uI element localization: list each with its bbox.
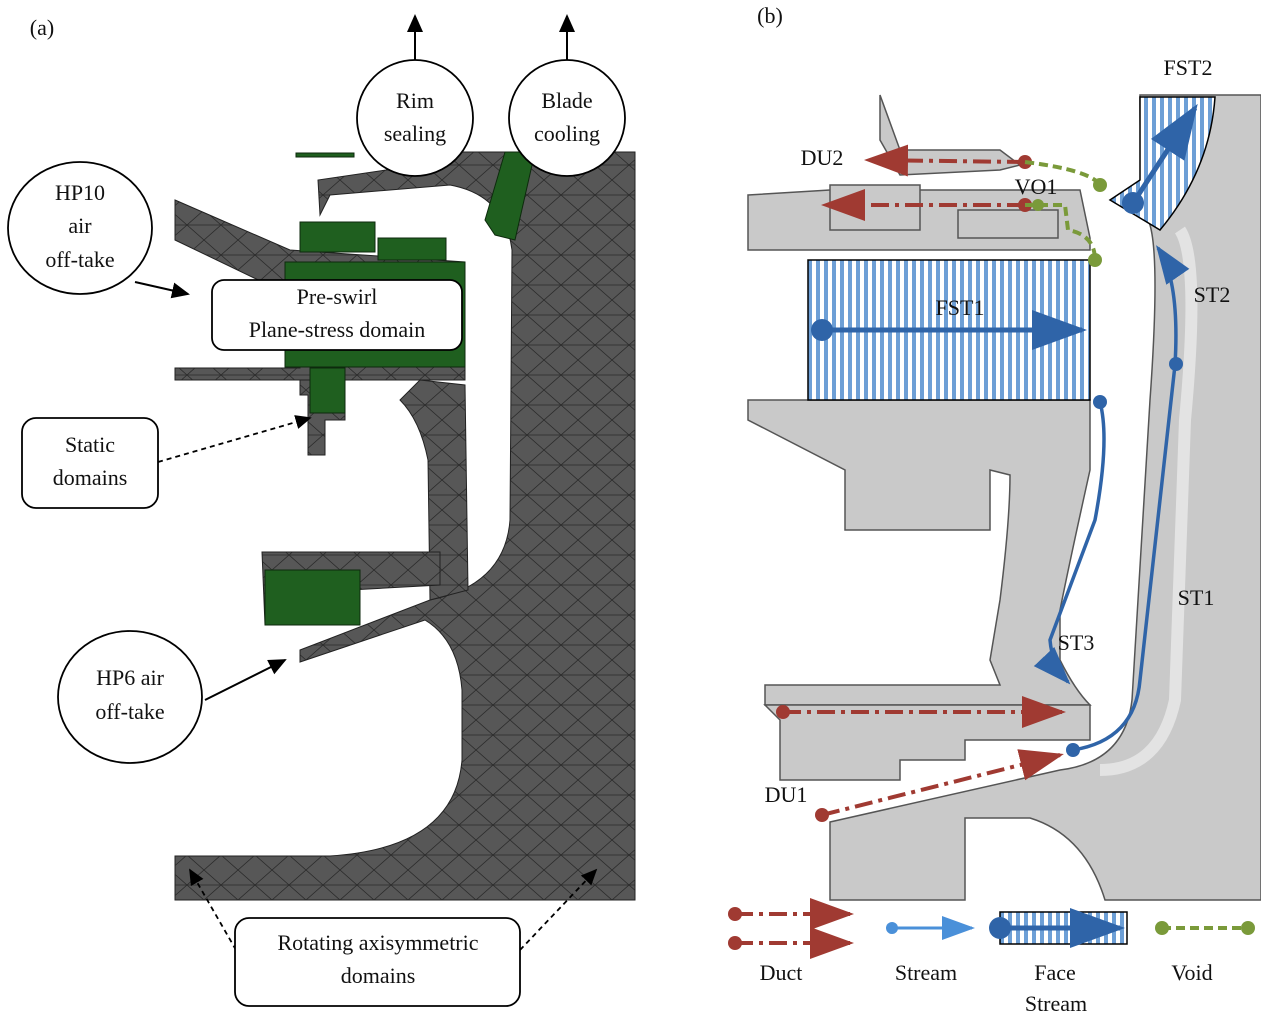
flow-label: FST1 <box>936 295 985 320</box>
face-stream-node <box>1122 192 1144 214</box>
void-node <box>1088 253 1102 267</box>
callout-text: HP10 <box>55 180 105 205</box>
callout-text: cooling <box>534 121 600 146</box>
legend-label: Duct <box>760 960 803 985</box>
static-green <box>310 368 345 413</box>
legend-void <box>1155 921 1169 935</box>
callout-text: Pre-swirl <box>297 284 378 309</box>
callout-text: Blade <box>541 88 592 113</box>
legend-void <box>1241 921 1255 935</box>
callout-bubble <box>58 631 202 763</box>
seal-green <box>296 153 354 157</box>
legend-face-stream <box>989 917 1011 939</box>
flow-label: ST2 <box>1194 282 1231 307</box>
stream-node <box>1169 357 1183 371</box>
duct-node <box>776 705 790 719</box>
static-green <box>300 222 375 252</box>
figure: (a) Rim sealing Blade cooling HP10 air o… <box>0 0 1261 1019</box>
callout-text: Plane-stress domain <box>249 317 426 342</box>
callout-text: sealing <box>384 121 446 146</box>
rotor-blocks <box>830 185 920 230</box>
lower-green <box>265 570 360 625</box>
panel-label: (a) <box>30 15 54 40</box>
callout-text: off-take <box>45 247 114 272</box>
callout-text: off-take <box>95 699 164 724</box>
lower-static <box>765 705 1090 780</box>
flow-label: ST3 <box>1058 630 1095 655</box>
flow-label: VO1 <box>1015 174 1058 199</box>
panel-label: (b) <box>757 3 783 28</box>
flow-label: FST2 <box>1164 55 1213 80</box>
rotor-cone <box>748 400 1090 705</box>
flow-label: ST1 <box>1178 585 1215 610</box>
legend-duct <box>728 907 742 921</box>
flow-label: DU2 <box>801 145 844 170</box>
callout-text: air <box>68 213 92 238</box>
legend-label: Void <box>1171 960 1212 985</box>
panel-b-geometry <box>748 95 1261 900</box>
stream-node <box>1066 743 1080 757</box>
legend-duct <box>728 936 742 950</box>
static-green <box>378 238 446 260</box>
legend-label: Face <box>1034 960 1076 985</box>
panel-a-mesh <box>175 152 635 900</box>
stream-node <box>1093 395 1107 409</box>
void-node <box>1093 178 1107 192</box>
callout-text: Rotating axisymmetric <box>277 930 478 955</box>
arrow <box>135 282 188 294</box>
dashed-arrow <box>158 418 310 462</box>
callout-bubble <box>509 60 625 176</box>
callout-text: domains <box>341 963 416 988</box>
rotor-blocks <box>958 210 1058 238</box>
callout-text: Rim <box>396 88 434 113</box>
legend-label: Stream <box>895 960 957 985</box>
callout-text: HP6 air <box>96 665 165 690</box>
flow-label: DU1 <box>765 782 808 807</box>
callout-text: Static <box>65 432 115 457</box>
callout-text: domains <box>53 465 128 490</box>
duct-node <box>815 808 829 822</box>
face-stream-node <box>811 319 833 341</box>
arrow <box>205 660 285 700</box>
legend-stream <box>886 922 898 934</box>
void-node <box>1032 199 1044 211</box>
callout-bubble <box>357 60 473 176</box>
legend-label: Stream <box>1025 991 1087 1016</box>
